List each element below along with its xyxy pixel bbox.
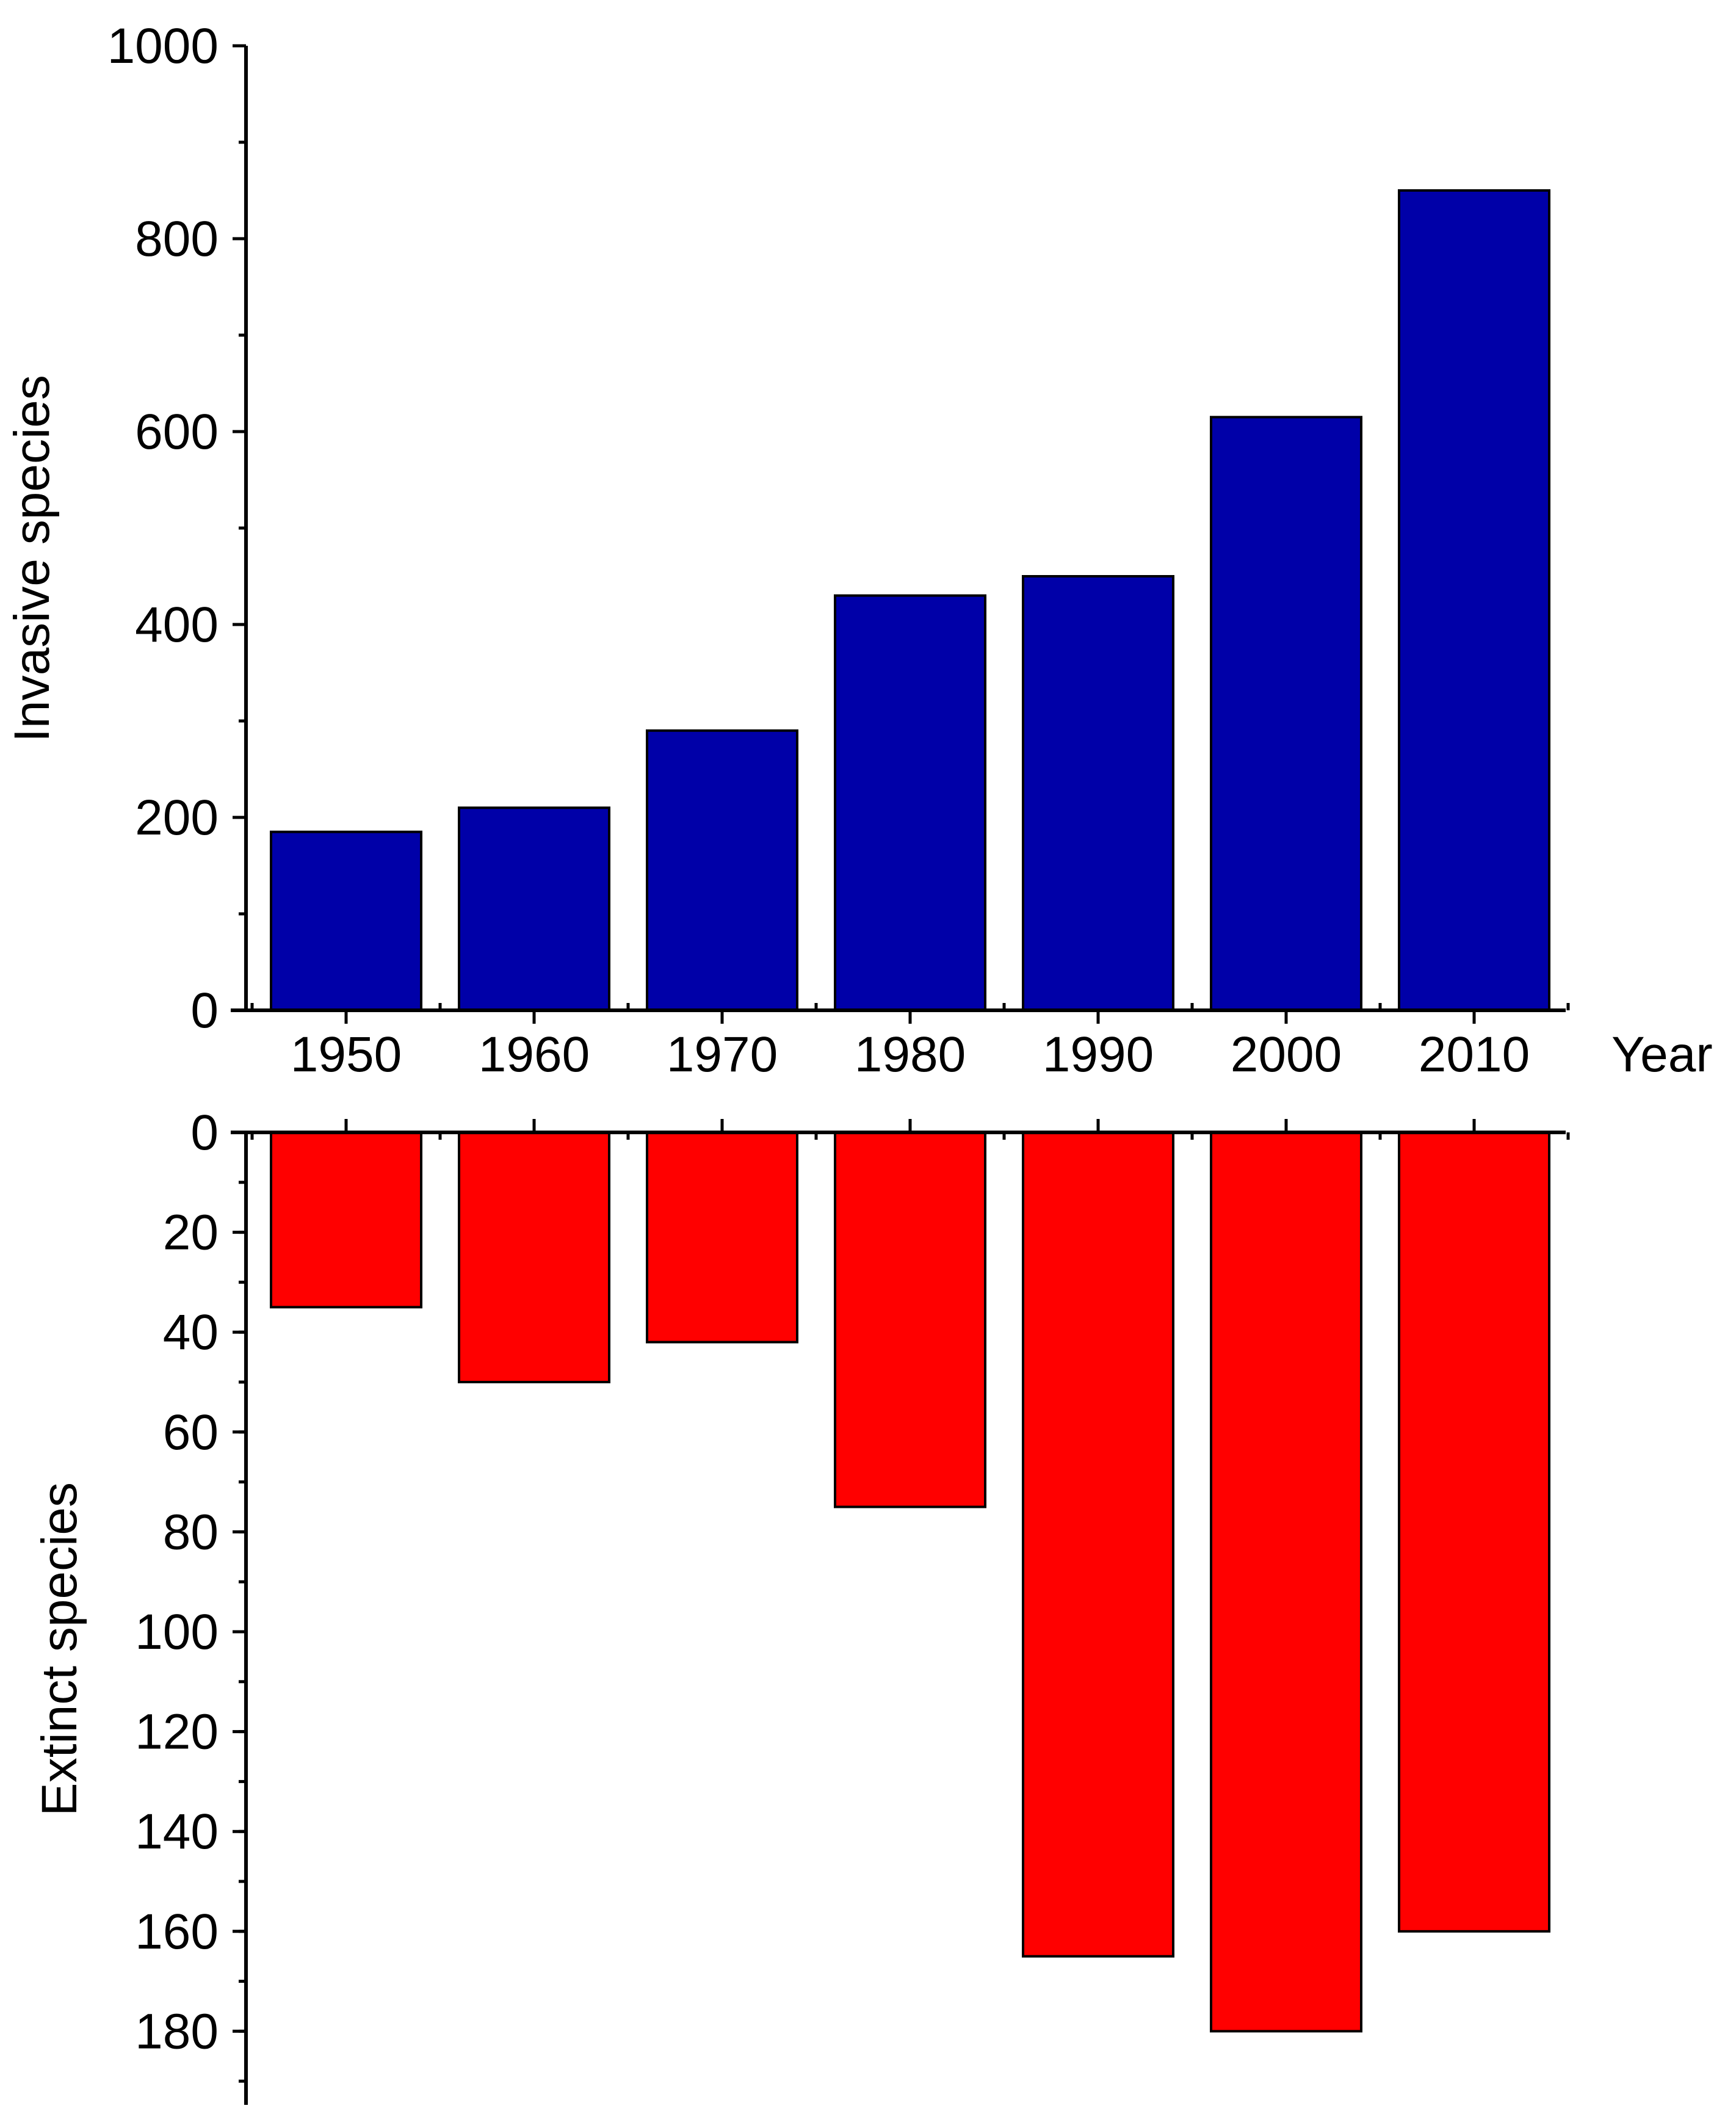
x-tick-label-1970: 1970	[667, 1027, 778, 1082]
extinct-y-tick-label: 140	[135, 1804, 219, 1859]
extinct-bar-2010	[1398, 1131, 1550, 1933]
extinct-y-tick-label: 40	[163, 1305, 219, 1360]
extinct-y-tick-label: 0	[190, 1105, 219, 1160]
extinct-y-tick-label: 80	[163, 1504, 219, 1560]
invasive-bar-2010	[1398, 189, 1550, 1012]
extinct-y-tick-label: 120	[135, 1704, 219, 1760]
x-tick-label-1990: 1990	[1043, 1027, 1154, 1082]
invasive-y-tick-label: 0	[190, 983, 219, 1038]
extinct-axes	[231, 1119, 1570, 2105]
invasive-bar-1980	[834, 594, 986, 1012]
x-tick-label-1980: 1980	[855, 1027, 966, 1082]
invasive-bars	[270, 189, 1550, 1012]
x-tick-label-1960: 1960	[479, 1027, 590, 1082]
invasive-bar-1970	[646, 729, 798, 1012]
invasive-bar-2000	[1210, 416, 1362, 1012]
extinct-bar-1980	[834, 1131, 986, 1508]
invasive-y-tick-label: 400	[135, 597, 219, 653]
extinct-y-tick-label: 180	[135, 2004, 219, 2059]
x-tick-label-2000: 2000	[1231, 1027, 1342, 1082]
extinct-y-ticks: 0 20 40 60 80 100 120 140 160 180	[135, 1105, 246, 2083]
extinct-y-tick-label: 20	[163, 1205, 219, 1261]
extinct-y-tick-label: 160	[135, 1904, 219, 1960]
invasive-y-axis-title: Invasive species	[4, 375, 60, 742]
invasive-bar-1950	[270, 830, 422, 1012]
extinct-bar-2000	[1210, 1131, 1362, 2033]
invasive-bar-1960	[458, 806, 610, 1012]
x-axis-title: Year	[1611, 1027, 1713, 1082]
extinct-bars	[270, 1131, 1550, 2033]
extinct-bar-1960	[458, 1131, 610, 1383]
extinct-y-tick-label: 100	[135, 1604, 219, 1660]
invasive-y-tick-label: 800	[135, 211, 219, 267]
extinct-bar-1970	[646, 1131, 798, 1344]
extinct-bar-1990	[1022, 1131, 1174, 1958]
x-axis-labels: 1950 1960 1970 1980 1990 2000 2010	[291, 1027, 1530, 1082]
extinct-y-axis-title: Extinct species	[32, 1482, 87, 1816]
x-tick-label-2010: 2010	[1419, 1027, 1530, 1082]
extinct-y-tick-label: 60	[163, 1405, 219, 1460]
invasive-y-tick-label: 1000	[107, 18, 219, 74]
invasive-y-tick-label: 600	[135, 404, 219, 460]
x-tick-label-1950: 1950	[291, 1027, 402, 1082]
invasive-species-panel: 0 200 400 600 800 1000 Invasive species	[4, 18, 1570, 1038]
invasive-y-ticks: 0 200 400 600 800 1000	[107, 18, 246, 1038]
extinct-bar-1950	[270, 1131, 422, 1309]
invasive-bar-1990	[1022, 575, 1174, 1012]
invasive-y-tick-label: 200	[135, 790, 219, 845]
extinct-species-panel: 0 20 40 60 80 100 120 140 160 180 Extinct species	[32, 1105, 1570, 2105]
